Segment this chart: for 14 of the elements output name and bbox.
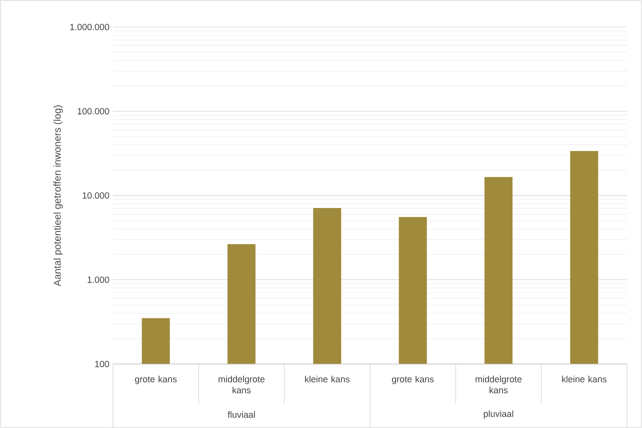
y-tick-label: 10.000	[82, 192, 110, 199]
x-tick-label: kleine kans	[562, 376, 607, 382]
x-tick-label: middelgrote kans	[476, 376, 522, 394]
text: pluviaal	[484, 410, 514, 419]
text: fluviaal	[228, 411, 255, 418]
x-tick-label: grote kans	[392, 376, 434, 384]
y-tick-label: 100.000	[78, 108, 110, 114]
y-tick-label: 1.000.000	[70, 24, 110, 30]
x-tick-label: middelgrote kans	[218, 376, 265, 394]
y-axis-title: Aantal potentieel getroffen inwoners (log)	[53, 105, 63, 286]
y-tick-label: 1.000	[88, 276, 110, 283]
y-tick-label: 100	[95, 360, 110, 368]
x-tick-label: grote kans	[135, 376, 177, 384]
x-tick-label: kleine kans	[305, 376, 350, 382]
